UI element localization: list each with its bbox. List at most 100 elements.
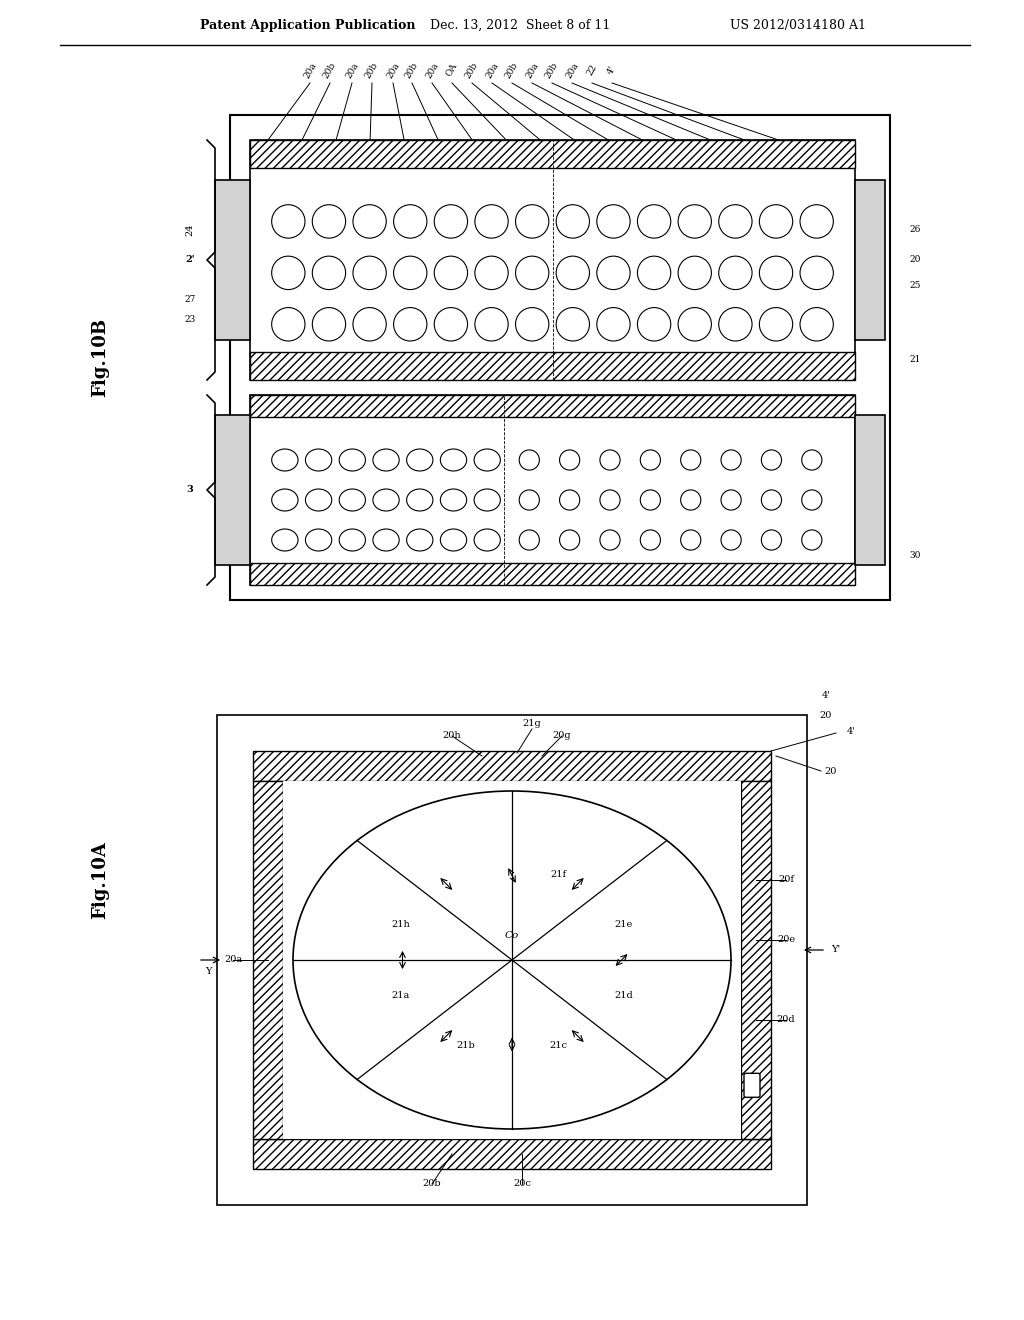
Bar: [250, 140, 855, 168]
Ellipse shape: [597, 256, 630, 289]
Ellipse shape: [597, 308, 630, 341]
Bar: [250, 140, 855, 380]
Ellipse shape: [600, 450, 621, 470]
Ellipse shape: [802, 529, 822, 550]
Ellipse shape: [475, 308, 508, 341]
Ellipse shape: [721, 490, 741, 510]
Ellipse shape: [721, 450, 741, 470]
Ellipse shape: [305, 488, 332, 511]
Ellipse shape: [373, 529, 399, 550]
Text: 30: 30: [909, 550, 921, 560]
Text: 20b: 20b: [544, 61, 560, 79]
Text: 20d: 20d: [776, 1015, 796, 1024]
Ellipse shape: [519, 529, 540, 550]
Text: US 2012/0314180 A1: US 2012/0314180 A1: [730, 18, 866, 32]
Text: 26: 26: [909, 226, 921, 235]
Ellipse shape: [440, 529, 467, 550]
Ellipse shape: [353, 308, 386, 341]
Text: 21d: 21d: [614, 991, 633, 1001]
Text: 20: 20: [909, 256, 921, 264]
Ellipse shape: [638, 308, 671, 341]
Bar: [283, 781, 741, 1139]
Ellipse shape: [293, 791, 731, 1129]
Bar: [217, 715, 807, 1205]
Text: 20e: 20e: [777, 936, 795, 945]
Ellipse shape: [600, 490, 621, 510]
Ellipse shape: [407, 488, 433, 511]
Ellipse shape: [681, 450, 700, 470]
Ellipse shape: [475, 256, 508, 289]
Text: 20g: 20g: [553, 731, 571, 741]
Text: 20b: 20b: [504, 61, 520, 79]
Ellipse shape: [407, 449, 433, 471]
Bar: [250, 395, 855, 417]
Ellipse shape: [559, 450, 580, 470]
Ellipse shape: [559, 529, 580, 550]
Text: 20a: 20a: [564, 61, 580, 79]
Bar: [855, 180, 885, 341]
Text: 20b: 20b: [423, 1180, 441, 1188]
Bar: [230, 115, 890, 601]
Text: 27: 27: [184, 296, 196, 305]
Ellipse shape: [556, 308, 590, 341]
Ellipse shape: [353, 256, 386, 289]
Text: 20a: 20a: [385, 61, 401, 79]
Ellipse shape: [678, 308, 712, 341]
Ellipse shape: [339, 449, 366, 471]
Ellipse shape: [800, 205, 834, 238]
Bar: [855, 414, 885, 565]
Text: Fig.10B: Fig.10B: [91, 318, 109, 397]
Ellipse shape: [474, 529, 501, 550]
Ellipse shape: [312, 308, 346, 341]
Ellipse shape: [800, 308, 834, 341]
Text: 21g: 21g: [522, 718, 542, 727]
Ellipse shape: [339, 529, 366, 550]
Text: 21c: 21c: [549, 1041, 567, 1051]
Text: 20b: 20b: [464, 61, 480, 79]
Ellipse shape: [719, 256, 752, 289]
Text: Fig.10A: Fig.10A: [91, 841, 109, 919]
Ellipse shape: [800, 256, 834, 289]
Text: 21f: 21f: [550, 870, 566, 879]
Ellipse shape: [719, 205, 752, 238]
Text: 20a: 20a: [344, 61, 360, 79]
Ellipse shape: [638, 256, 671, 289]
Text: 21: 21: [909, 355, 921, 364]
Text: OA: OA: [444, 62, 460, 78]
Ellipse shape: [393, 256, 427, 289]
Ellipse shape: [597, 205, 630, 238]
Bar: [215, 180, 250, 341]
Ellipse shape: [519, 450, 540, 470]
Text: 20: 20: [820, 711, 833, 721]
FancyBboxPatch shape: [744, 1073, 760, 1097]
Ellipse shape: [681, 529, 700, 550]
Text: Y: Y: [205, 968, 211, 977]
Text: 20h: 20h: [442, 731, 462, 741]
Bar: [253, 1139, 771, 1170]
Ellipse shape: [407, 529, 433, 550]
Text: 20a: 20a: [484, 61, 500, 79]
Ellipse shape: [271, 308, 305, 341]
Ellipse shape: [640, 450, 660, 470]
Ellipse shape: [434, 308, 468, 341]
Text: Y': Y': [831, 945, 841, 954]
Ellipse shape: [271, 205, 305, 238]
Ellipse shape: [556, 256, 590, 289]
Ellipse shape: [721, 529, 741, 550]
Ellipse shape: [305, 449, 332, 471]
Ellipse shape: [373, 488, 399, 511]
Bar: [253, 781, 283, 1139]
Ellipse shape: [312, 205, 346, 238]
Ellipse shape: [681, 490, 700, 510]
Text: 20a: 20a: [224, 956, 242, 965]
Ellipse shape: [271, 256, 305, 289]
Ellipse shape: [515, 308, 549, 341]
Ellipse shape: [762, 529, 781, 550]
Text: 4': 4': [821, 692, 830, 701]
Ellipse shape: [515, 256, 549, 289]
Text: 25: 25: [909, 281, 921, 289]
Ellipse shape: [434, 256, 468, 289]
Ellipse shape: [678, 205, 712, 238]
Ellipse shape: [312, 256, 346, 289]
Ellipse shape: [474, 449, 501, 471]
